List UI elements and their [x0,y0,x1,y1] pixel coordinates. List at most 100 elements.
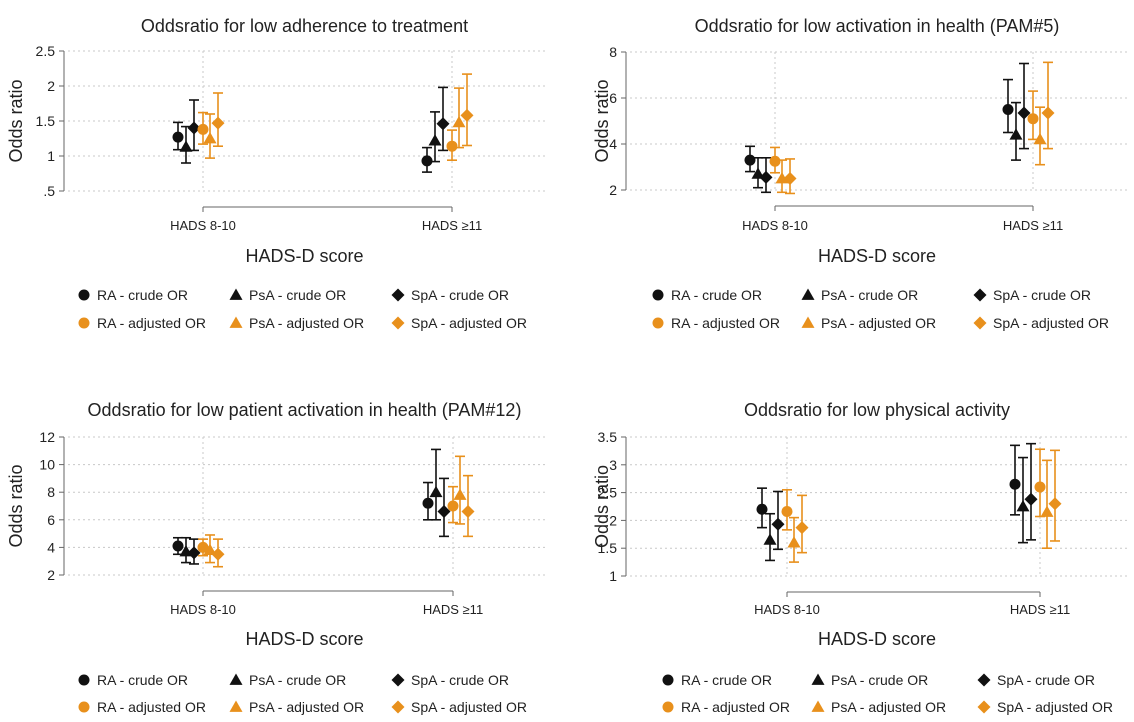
y-tick-label: 12 [39,429,55,445]
data-point [429,485,443,498]
chart-panel-1: Oddsratio for low adherence to treatment… [6,16,545,331]
data-point [172,540,184,552]
data-point [763,533,777,545]
data-point [461,505,475,519]
series-diamond-adjusted [795,449,1062,554]
legend-label: SpA - adjusted OR [993,315,1109,331]
data-point [1002,104,1014,115]
series-triangle-adjusted [203,455,467,564]
data-point [759,170,773,184]
y-tick-label: 2 [47,78,55,94]
legend-label: RA - crude OR [97,672,188,688]
y-tick-label: 2.5 [36,43,56,59]
data-point [179,140,193,152]
y-tick-label: 8 [47,484,55,500]
series-triangle-adjusted [787,459,1054,563]
data-point [1016,500,1030,512]
series-triangle-crude [179,111,442,164]
data-point [211,547,225,561]
x-axis-title: HADS-D score [818,246,936,266]
legend: RA - crude OR PsA - crude OR SpA - crude O… [662,672,1113,715]
x-tick-label: HADS ≥11 [1010,602,1070,617]
data-point [447,500,459,512]
x-axis-title: HADS-D score [245,246,363,266]
data-point [1040,505,1054,517]
legend-diamond-icon [391,673,405,687]
data-point [1009,478,1021,490]
y-tick-label: 2 [47,567,55,583]
y-tick-label: 6 [47,512,55,528]
data-point [197,123,209,135]
data-point [1033,132,1047,145]
legend-label: PsA - adjusted OR [821,315,936,331]
series-circle-crude [744,78,1014,173]
legend-triangle-icon [229,673,243,685]
legend: RA - crude OR PsA - crude OR SpA - crude O… [652,287,1109,331]
series-circle-adjusted [781,448,1046,531]
y-tick-label: 1 [47,148,55,164]
data-point [446,140,458,152]
legend-label: PsA - adjusted OR [831,699,946,715]
series-circle-adjusted [769,90,1039,174]
data-point [422,497,434,509]
legend-diamond-icon [977,700,991,714]
legend-label: RA - adjusted OR [681,699,790,715]
x-tick-label: HADS 8-10 [754,602,820,617]
x-tick-label: HADS ≥11 [422,218,482,233]
y-axis-title: Odds ratio [6,79,26,162]
legend-label: SpA - crude OR [411,672,509,688]
data-point [460,108,474,122]
y-tick-label: 2 [609,512,617,528]
data-point [203,132,217,144]
data-point [452,115,466,128]
legend-circle-icon [78,317,90,329]
chart-title: Oddsratio for low activation in health (… [695,16,1060,36]
data-point [203,543,217,556]
legend-label: PsA - crude OR [249,287,346,303]
series-circle-crude [172,481,434,556]
legend-circle-icon [662,701,674,713]
chart-panel-2: Oddsratio for low activation in health (… [592,16,1128,331]
data-point [421,155,433,167]
legend-triangle-icon [811,673,825,685]
legend-circle-icon [652,289,664,301]
legend-triangle-icon [801,316,815,328]
y-tick-label: 2 [609,182,617,198]
chart-title: Oddsratio for low physical activity [744,400,1010,420]
x-tick-label: HADS 8-10 [742,218,808,233]
data-point [211,116,225,130]
y-tick-label: 1 [609,568,617,584]
series-triangle-crude [763,456,1030,562]
data-point [187,546,201,560]
data-point [428,134,442,146]
chart-title: Oddsratio for low adherence to treatment [141,16,468,36]
series-diamond-adjusted [211,474,475,568]
series-diamond-crude [759,62,1031,194]
data-point [1034,481,1046,493]
legend-triangle-icon [801,288,815,300]
data-point [783,172,797,185]
legend-diamond-icon [391,700,405,714]
series-diamond-crude [771,442,1038,551]
y-tick-label: 2.5 [598,485,618,501]
chart-title: Oddsratio for low patient activation in … [88,400,522,420]
data-point [1024,492,1038,506]
x-axis-title: HADS-D score [245,629,363,649]
series-circle-crude [756,444,1021,529]
y-tick-label: 4 [609,136,617,152]
legend-circle-icon [662,674,674,686]
y-tick-label: 3.5 [598,429,618,445]
legend-label: SpA - crude OR [411,287,509,303]
data-point [197,541,209,553]
legend-circle-icon [78,701,90,713]
series-circle-adjusted [197,485,459,557]
series-triangle-adjusted [775,106,1047,194]
legend-diamond-icon [973,288,987,302]
data-point [795,521,809,535]
y-tick-label: 8 [609,44,617,60]
legend: RA - crude OR PsA - crude OR SpA - crude O… [78,672,527,715]
legend-label: RA - crude OR [671,287,762,303]
series-triangle-adjusted [203,87,466,159]
data-point [771,517,785,531]
